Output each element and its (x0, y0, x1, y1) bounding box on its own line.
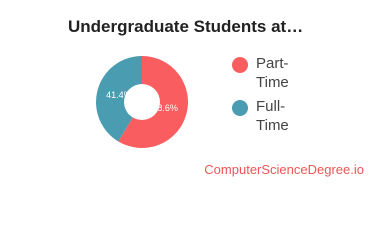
legend-swatch (232, 100, 248, 116)
chart: 58.6% 41.4% (96, 56, 189, 148)
value-label: 58.6% (152, 103, 178, 113)
donut-slice (96, 56, 142, 142)
chart-title: Undergraduate Students at… (68, 17, 304, 36)
legend-swatch (232, 57, 248, 73)
donut-hole (124, 84, 160, 120)
legend-label: Part-Time (256, 55, 289, 91)
source: ComputerScienceDegree.io (204, 162, 364, 177)
legend-label: Full-Time (256, 98, 289, 134)
value-label: 41.4% (106, 90, 132, 100)
page: Undergraduate Students at… 58.6% 41.4% Pa… (68, 17, 364, 177)
